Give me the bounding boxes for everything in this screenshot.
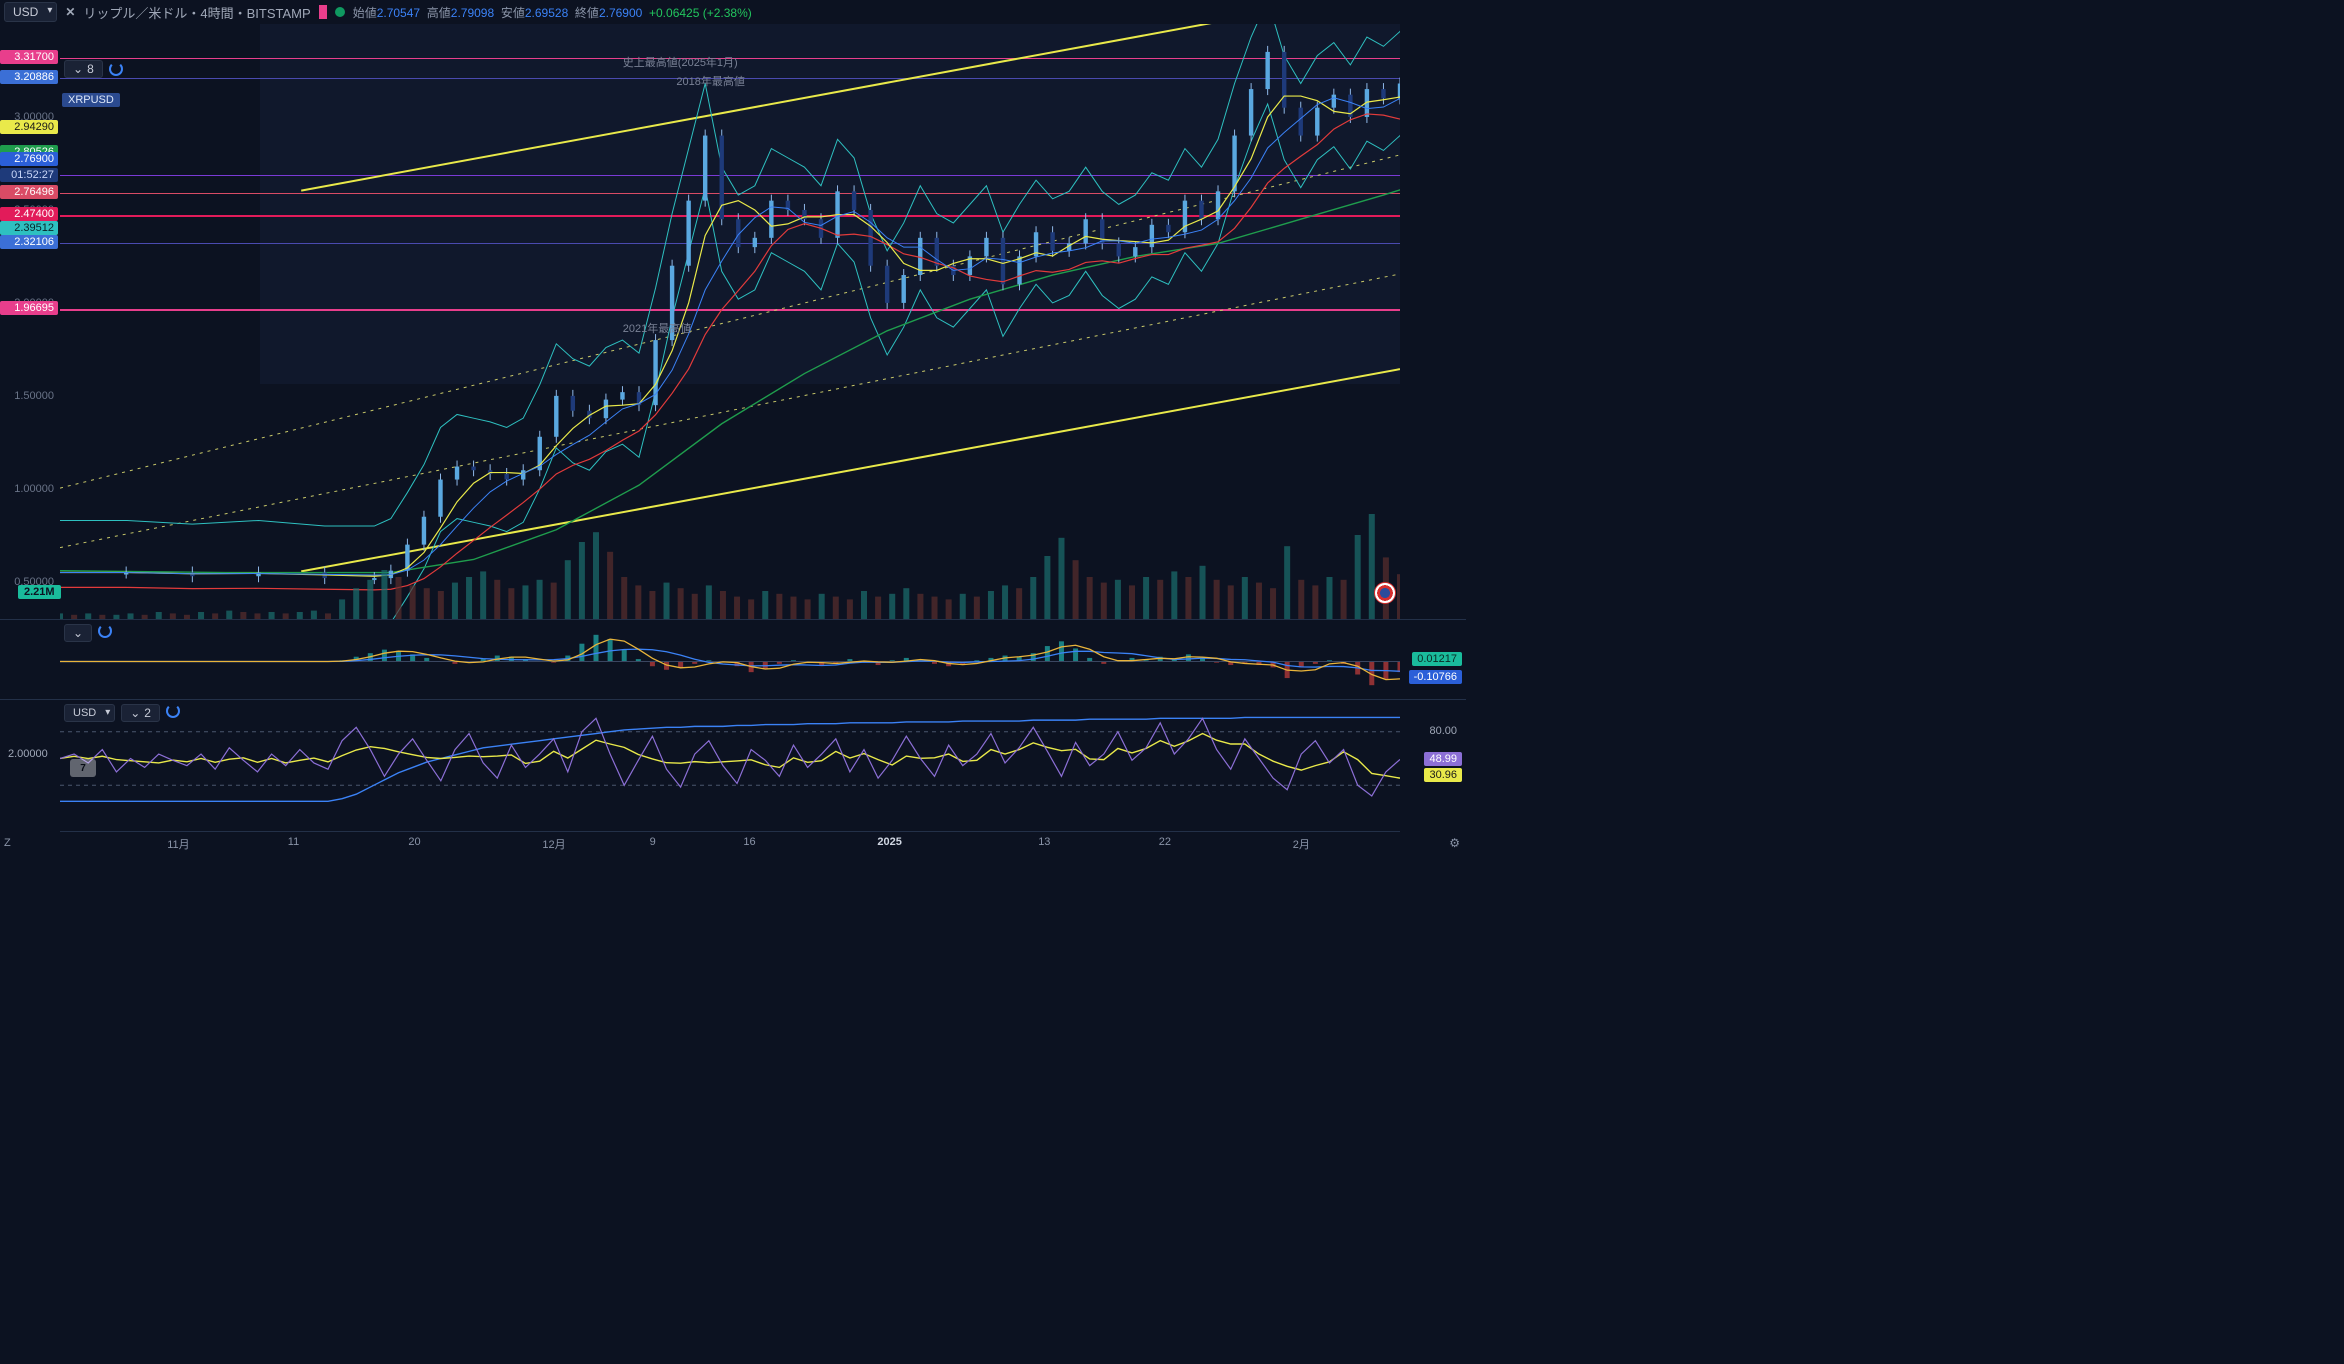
indicator-count: 8 <box>87 62 94 76</box>
price-axis[interactable]: 3.000002.500002.000001.500001.000000.500… <box>0 24 60 618</box>
time-axis-label[interactable]: 11月 <box>167 836 189 852</box>
time-axis-label[interactable]: 13 <box>1038 836 1050 848</box>
stoch-axis-label: 30.96 <box>1424 768 1462 782</box>
price-tag[interactable]: 01:52:27 <box>0 168 58 182</box>
tradingview-logo[interactable]: 7 <box>70 759 96 777</box>
open-label: 始値 <box>353 6 377 20</box>
currency-select[interactable]: USD <box>4 2 57 22</box>
stoch-count-button[interactable]: ⌄ 2 <box>121 704 160 722</box>
stoch-currency-select[interactable]: USD <box>64 704 115 722</box>
price-tag[interactable]: 2.47400 <box>0 207 58 221</box>
volume-badge: 2.21M <box>18 585 61 599</box>
chart-title[interactable]: リップル／米ドル・4時間・BITSTAMP <box>83 3 310 22</box>
macd-axis-label: 0.01217 <box>1412 652 1462 666</box>
event-flag-icon[interactable] <box>1374 582 1396 604</box>
stoch-left-scale: 2.00000 <box>8 748 48 760</box>
high-value: 2.79098 <box>451 6 494 20</box>
price-tag[interactable]: 3.20886 <box>0 70 58 84</box>
chart-annotation: 2018年最高値 <box>676 73 744 89</box>
macd-canvas <box>60 620 1400 699</box>
price-gridline-label: 1.00000 <box>0 482 58 496</box>
change-pct: (+2.38%) <box>703 6 752 20</box>
macd-collapse-button[interactable]: ⌄ <box>64 624 92 642</box>
stoch-canvas <box>60 700 1400 817</box>
change-value: +0.06425 <box>649 6 699 20</box>
axis-settings-icon[interactable]: ⚙ <box>1449 836 1460 850</box>
symbol-x-icon: ✕ <box>65 5 75 19</box>
chevron-down-icon: ⌄ <box>130 706 140 720</box>
market-status-dot <box>335 7 345 17</box>
open-value: 2.70547 <box>377 6 420 20</box>
indicator-count-button[interactable]: ⌄ 8 <box>64 60 103 78</box>
macd-axis-label: -0.10766 <box>1409 670 1462 684</box>
low-label: 安値 <box>501 6 525 20</box>
time-axis-label[interactable]: 20 <box>408 836 420 848</box>
stoch-axis-label: 48.99 <box>1424 752 1462 766</box>
macd-panel[interactable]: ⌄ 0.01217 -0.10766 <box>0 619 1466 699</box>
price-tag[interactable]: 2.76900 <box>0 152 58 166</box>
time-axis-label[interactable]: 12月 <box>542 836 565 852</box>
time-axis-label[interactable]: 2025 <box>877 836 901 848</box>
chevron-down-icon: ⌄ <box>73 62 83 76</box>
chart-annotation: 史上最高値(2025年1月) <box>623 54 738 70</box>
price-tag[interactable]: 2.32106 <box>0 235 58 249</box>
stoch-panel[interactable]: USD ⌄ 2 2.00000 80.00 48.99 30.96 7 <box>0 699 1466 817</box>
price-tag[interactable]: 2.39512 <box>0 221 58 235</box>
macd-controls: ⌄ <box>64 624 112 642</box>
time-axis[interactable]: 11月 11 20 12月 9 16 2025 13 22 2月 <box>60 831 1400 853</box>
chart-annotation: 2021年最高値 <box>623 320 691 336</box>
refresh-icon[interactable] <box>109 62 123 76</box>
refresh-icon[interactable] <box>166 704 180 718</box>
top-bar: USD ✕ リップル／米ドル・4時間・BITSTAMP 始値2.70547 高値… <box>0 0 1466 24</box>
chevron-down-icon: ⌄ <box>73 626 83 640</box>
indicator-controls: ⌄ 8 <box>64 60 123 78</box>
chart-canvas <box>60 24 1400 619</box>
refresh-icon[interactable] <box>98 624 112 638</box>
price-tag[interactable]: 2.94290 <box>0 120 58 134</box>
flag-icon <box>319 5 327 19</box>
stoch-band-label: 80.00 <box>1424 724 1462 738</box>
ohlc-readout: 始値2.70547 高値2.79098 安値2.69528 終値2.76900 … <box>353 4 752 21</box>
time-axis-label[interactable]: 11 <box>288 836 299 848</box>
stoch-count: 2 <box>144 706 151 720</box>
close-label: 終値 <box>575 6 599 20</box>
time-axis-label[interactable]: 16 <box>743 836 755 848</box>
time-axis-label[interactable]: 2月 <box>1293 836 1310 852</box>
low-value: 2.69528 <box>525 6 568 20</box>
price-tag[interactable]: 1.96695 <box>0 301 58 315</box>
price-tag[interactable]: 3.31700 <box>0 50 58 64</box>
price-tag[interactable]: 2.76496 <box>0 185 58 199</box>
main-chart[interactable]: 史上最高値(2025年1月) 2018年最高値 2021年最高値 <box>60 24 1400 619</box>
time-axis-label[interactable]: 22 <box>1159 836 1171 848</box>
price-gridline-label: 1.50000 <box>0 389 58 403</box>
high-label: 高値 <box>427 6 451 20</box>
timezone-button[interactable]: Z <box>4 837 11 849</box>
ticker-badge[interactable]: XRPUSD <box>62 93 120 107</box>
stoch-controls: USD ⌄ 2 <box>64 704 180 722</box>
close-value: 2.76900 <box>599 6 642 20</box>
time-axis-label[interactable]: 9 <box>650 836 656 848</box>
